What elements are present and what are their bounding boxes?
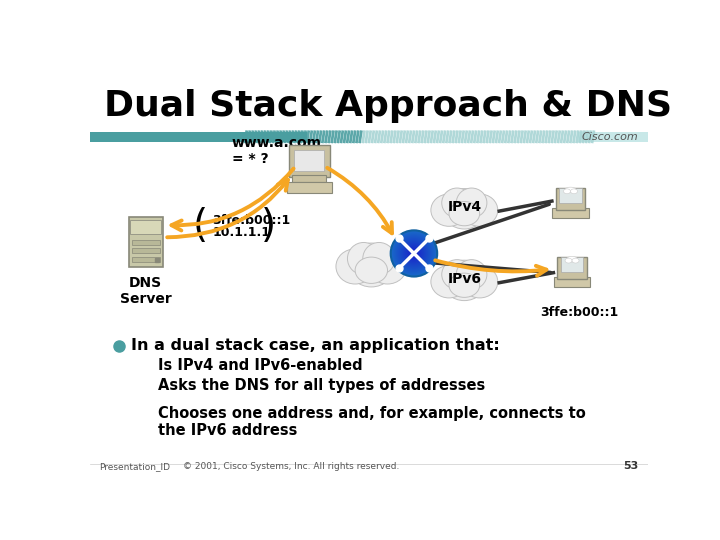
FancyBboxPatch shape bbox=[287, 182, 332, 193]
Ellipse shape bbox=[431, 194, 467, 226]
Circle shape bbox=[402, 242, 426, 265]
Circle shape bbox=[397, 237, 431, 271]
Text: 3ffe:b00::1: 3ffe:b00::1 bbox=[212, 214, 291, 227]
Ellipse shape bbox=[572, 258, 579, 263]
Ellipse shape bbox=[462, 266, 498, 298]
Circle shape bbox=[413, 252, 415, 255]
FancyBboxPatch shape bbox=[554, 277, 590, 287]
Circle shape bbox=[407, 247, 421, 260]
FancyBboxPatch shape bbox=[292, 175, 326, 182]
Text: www.a.com
= * ?: www.a.com = * ? bbox=[232, 136, 322, 166]
Bar bbox=[132, 240, 160, 245]
Text: © 2001, Cisco Systems, Inc. All rights reserved.: © 2001, Cisco Systems, Inc. All rights r… bbox=[183, 462, 400, 471]
Bar bbox=[90, 132, 307, 142]
Bar bbox=[294, 150, 325, 171]
Circle shape bbox=[397, 237, 431, 269]
Text: DNS
Server: DNS Server bbox=[120, 276, 171, 306]
Ellipse shape bbox=[462, 194, 498, 226]
Circle shape bbox=[398, 238, 429, 269]
Ellipse shape bbox=[442, 260, 487, 301]
Bar bbox=[130, 220, 161, 234]
Circle shape bbox=[400, 240, 428, 267]
Ellipse shape bbox=[567, 256, 577, 262]
Bar bbox=[559, 188, 582, 203]
Circle shape bbox=[402, 241, 426, 266]
Bar bbox=[578, 132, 648, 142]
Text: Dual Stack Approach & DNS: Dual Stack Approach & DNS bbox=[104, 90, 672, 124]
Circle shape bbox=[395, 235, 433, 272]
Circle shape bbox=[412, 251, 416, 256]
Text: In a dual stack case, an application that:: In a dual stack case, an application tha… bbox=[131, 339, 500, 353]
Circle shape bbox=[405, 245, 423, 262]
Circle shape bbox=[396, 236, 432, 271]
Ellipse shape bbox=[363, 242, 395, 275]
Ellipse shape bbox=[564, 189, 570, 194]
Circle shape bbox=[399, 239, 428, 268]
Text: Chooses one address and, for example, connects to
the IPv6 address: Chooses one address and, for example, co… bbox=[158, 406, 586, 438]
Circle shape bbox=[409, 249, 418, 258]
Circle shape bbox=[391, 231, 437, 276]
Text: Cisco.com: Cisco.com bbox=[582, 132, 639, 142]
Ellipse shape bbox=[449, 201, 480, 226]
Text: ): ) bbox=[261, 207, 276, 246]
Circle shape bbox=[394, 233, 434, 273]
Text: IPv4: IPv4 bbox=[447, 200, 482, 214]
Text: Presentation_ID: Presentation_ID bbox=[99, 462, 171, 471]
Ellipse shape bbox=[570, 189, 577, 194]
Ellipse shape bbox=[456, 188, 487, 218]
Ellipse shape bbox=[456, 260, 487, 289]
Text: Asks the DNS for all types of addresses: Asks the DNS for all types of addresses bbox=[158, 379, 485, 393]
FancyBboxPatch shape bbox=[289, 145, 330, 177]
FancyBboxPatch shape bbox=[557, 257, 587, 279]
Bar bbox=[561, 257, 583, 272]
FancyBboxPatch shape bbox=[552, 208, 589, 218]
Ellipse shape bbox=[348, 243, 395, 287]
Ellipse shape bbox=[442, 188, 472, 218]
Circle shape bbox=[408, 247, 420, 260]
Ellipse shape bbox=[355, 257, 387, 284]
Ellipse shape bbox=[336, 249, 374, 284]
Circle shape bbox=[392, 232, 436, 275]
Circle shape bbox=[413, 253, 415, 254]
Text: Is IPv4 and IPv6-enabled: Is IPv4 and IPv6-enabled bbox=[158, 359, 363, 373]
Circle shape bbox=[403, 242, 425, 264]
Bar bbox=[132, 256, 160, 262]
Circle shape bbox=[392, 231, 436, 276]
Ellipse shape bbox=[565, 258, 572, 263]
Bar bbox=[132, 248, 160, 253]
FancyBboxPatch shape bbox=[129, 217, 163, 267]
Circle shape bbox=[410, 249, 418, 257]
Circle shape bbox=[395, 234, 433, 273]
Ellipse shape bbox=[442, 188, 487, 229]
Ellipse shape bbox=[369, 249, 407, 284]
Text: 10.1.1.1: 10.1.1.1 bbox=[212, 226, 271, 239]
Circle shape bbox=[393, 233, 435, 274]
Circle shape bbox=[411, 251, 417, 256]
Ellipse shape bbox=[442, 260, 472, 289]
Circle shape bbox=[408, 248, 419, 259]
Text: 3ffe:b00::1: 3ffe:b00::1 bbox=[541, 306, 619, 319]
FancyBboxPatch shape bbox=[556, 188, 585, 210]
Ellipse shape bbox=[348, 242, 380, 275]
Circle shape bbox=[401, 240, 427, 267]
Circle shape bbox=[404, 244, 424, 264]
Ellipse shape bbox=[431, 266, 467, 298]
Circle shape bbox=[406, 246, 422, 261]
Text: (: ( bbox=[192, 207, 207, 246]
Text: 53: 53 bbox=[624, 461, 639, 471]
Circle shape bbox=[405, 244, 423, 262]
Ellipse shape bbox=[449, 273, 480, 298]
Ellipse shape bbox=[565, 187, 576, 193]
Text: IPv6: IPv6 bbox=[447, 272, 482, 286]
